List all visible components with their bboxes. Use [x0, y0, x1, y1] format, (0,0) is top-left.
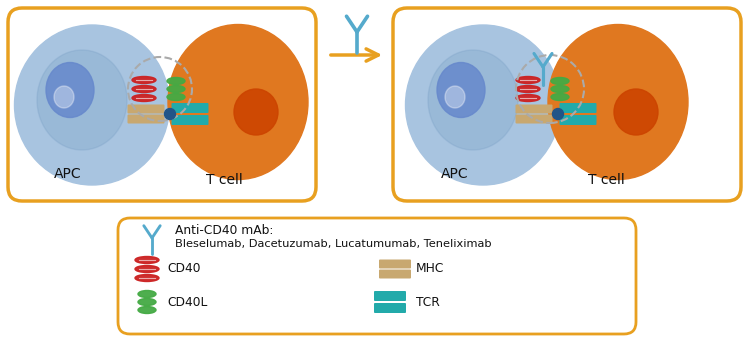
- Ellipse shape: [37, 50, 127, 150]
- Text: Anti-CD40 mAb:: Anti-CD40 mAb:: [175, 224, 273, 237]
- Ellipse shape: [46, 63, 94, 118]
- Ellipse shape: [14, 25, 169, 185]
- Ellipse shape: [614, 89, 658, 135]
- Ellipse shape: [135, 275, 159, 281]
- FancyBboxPatch shape: [172, 103, 208, 113]
- Ellipse shape: [135, 265, 159, 273]
- Text: APC: APC: [441, 167, 468, 181]
- Ellipse shape: [516, 86, 540, 92]
- Text: CD40L: CD40L: [167, 295, 207, 308]
- FancyBboxPatch shape: [379, 260, 411, 268]
- FancyBboxPatch shape: [172, 115, 208, 125]
- Ellipse shape: [138, 306, 156, 314]
- Ellipse shape: [138, 290, 156, 298]
- FancyBboxPatch shape: [128, 105, 165, 114]
- Ellipse shape: [437, 63, 485, 118]
- FancyBboxPatch shape: [393, 8, 741, 201]
- Ellipse shape: [428, 50, 518, 150]
- Ellipse shape: [234, 89, 278, 135]
- Text: MHC: MHC: [416, 263, 445, 276]
- Ellipse shape: [167, 86, 185, 92]
- Text: APC: APC: [54, 167, 82, 181]
- Ellipse shape: [132, 94, 156, 102]
- Ellipse shape: [551, 93, 569, 101]
- Ellipse shape: [54, 86, 74, 108]
- Text: T cell: T cell: [206, 173, 242, 187]
- Text: CD40: CD40: [167, 263, 201, 276]
- FancyBboxPatch shape: [379, 269, 411, 278]
- FancyBboxPatch shape: [515, 115, 553, 123]
- FancyBboxPatch shape: [8, 8, 316, 201]
- Ellipse shape: [167, 93, 185, 101]
- Ellipse shape: [548, 25, 688, 180]
- FancyBboxPatch shape: [515, 105, 553, 114]
- FancyBboxPatch shape: [374, 303, 406, 313]
- Ellipse shape: [132, 86, 156, 92]
- Text: T cell: T cell: [588, 173, 624, 187]
- FancyBboxPatch shape: [374, 291, 406, 301]
- Ellipse shape: [135, 256, 159, 263]
- Ellipse shape: [138, 299, 156, 305]
- Ellipse shape: [132, 77, 156, 83]
- FancyBboxPatch shape: [560, 115, 597, 125]
- Ellipse shape: [516, 77, 540, 83]
- Circle shape: [553, 108, 563, 119]
- Ellipse shape: [445, 86, 465, 108]
- Ellipse shape: [167, 78, 185, 84]
- Ellipse shape: [516, 94, 540, 102]
- FancyBboxPatch shape: [118, 218, 636, 334]
- FancyBboxPatch shape: [560, 103, 597, 113]
- FancyBboxPatch shape: [128, 115, 165, 123]
- Ellipse shape: [168, 25, 308, 180]
- Text: Bleselumab, Dacetuzumab, Lucatumumab, Teneliximab: Bleselumab, Dacetuzumab, Lucatumumab, Te…: [175, 239, 492, 249]
- Circle shape: [165, 108, 175, 119]
- Text: TCR: TCR: [416, 295, 439, 308]
- Ellipse shape: [551, 86, 569, 92]
- Ellipse shape: [551, 78, 569, 84]
- Ellipse shape: [406, 25, 560, 185]
